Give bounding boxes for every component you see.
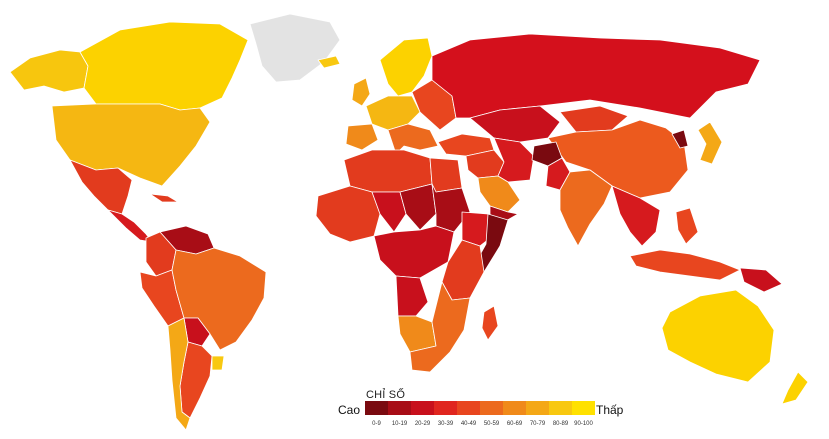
legend-tick-80-89: 80-89 bbox=[549, 421, 572, 427]
legend-swatch-40-49 bbox=[457, 401, 480, 415]
region-korea-japan bbox=[698, 122, 722, 164]
region-alaska bbox=[10, 50, 88, 92]
region-greenland bbox=[250, 14, 340, 82]
legend-tick-30-39: 30-39 bbox=[434, 421, 457, 427]
region-indonesia bbox=[630, 250, 740, 280]
region-india bbox=[560, 170, 612, 246]
region-australia bbox=[662, 290, 774, 382]
legend-low-label: Cao bbox=[338, 403, 360, 417]
region-iberia bbox=[346, 124, 378, 150]
legend-swatch-70-79 bbox=[526, 401, 549, 415]
legend-tick-50-59: 50-59 bbox=[480, 421, 503, 427]
legend-tick-40-49: 40-49 bbox=[457, 421, 480, 427]
region-russia bbox=[432, 34, 760, 118]
legend-tick-60-69: 60-69 bbox=[503, 421, 526, 427]
region-uk bbox=[352, 78, 370, 106]
region-madagascar bbox=[482, 306, 498, 340]
legend-swatch-0-9 bbox=[365, 401, 388, 415]
legend-swatch-10-19 bbox=[388, 401, 411, 415]
region-papua bbox=[740, 268, 782, 292]
legend-tick-10-19: 10-19 bbox=[388, 421, 411, 427]
legend-swatch-50-59 bbox=[480, 401, 503, 415]
region-egypt bbox=[430, 158, 462, 192]
region-chad bbox=[400, 184, 436, 230]
region-uruguay bbox=[212, 356, 224, 370]
region-canada bbox=[80, 22, 248, 110]
legend-tick-90-100: 90-100 bbox=[572, 421, 595, 427]
legend-high-label: Thấp bbox=[596, 403, 623, 417]
region-philippines bbox=[676, 208, 698, 244]
region-north-africa bbox=[344, 150, 432, 192]
region-cuba bbox=[150, 194, 178, 202]
legend-swatch-20-29 bbox=[411, 401, 434, 415]
legend-tick-0-9: 0-9 bbox=[365, 421, 388, 427]
region-central-africa bbox=[374, 226, 454, 278]
legend-tick-labels: 0-9 10-19 20-29 30-39 40-49 50-59 60-69 70-79 80… bbox=[365, 421, 595, 427]
region-angola bbox=[396, 276, 428, 316]
legend-tick-70-79: 70-79 bbox=[526, 421, 549, 427]
region-usa bbox=[52, 104, 210, 186]
region-italy-balkans bbox=[388, 124, 438, 154]
region-new-zealand bbox=[782, 372, 808, 404]
legend-tick-20-29: 20-29 bbox=[411, 421, 434, 427]
region-central-america bbox=[108, 210, 152, 242]
legend-swatch-90-100 bbox=[572, 401, 595, 415]
legend-swatch-30-39 bbox=[434, 401, 457, 415]
legend-swatch-60-69 bbox=[503, 401, 526, 415]
region-namibia-botswana bbox=[398, 316, 436, 352]
legend-title: CHỈ SỐ bbox=[366, 389, 405, 401]
region-west-africa bbox=[316, 186, 380, 242]
legend-color-scale bbox=[365, 401, 595, 415]
legend-swatch-80-89 bbox=[549, 401, 572, 415]
